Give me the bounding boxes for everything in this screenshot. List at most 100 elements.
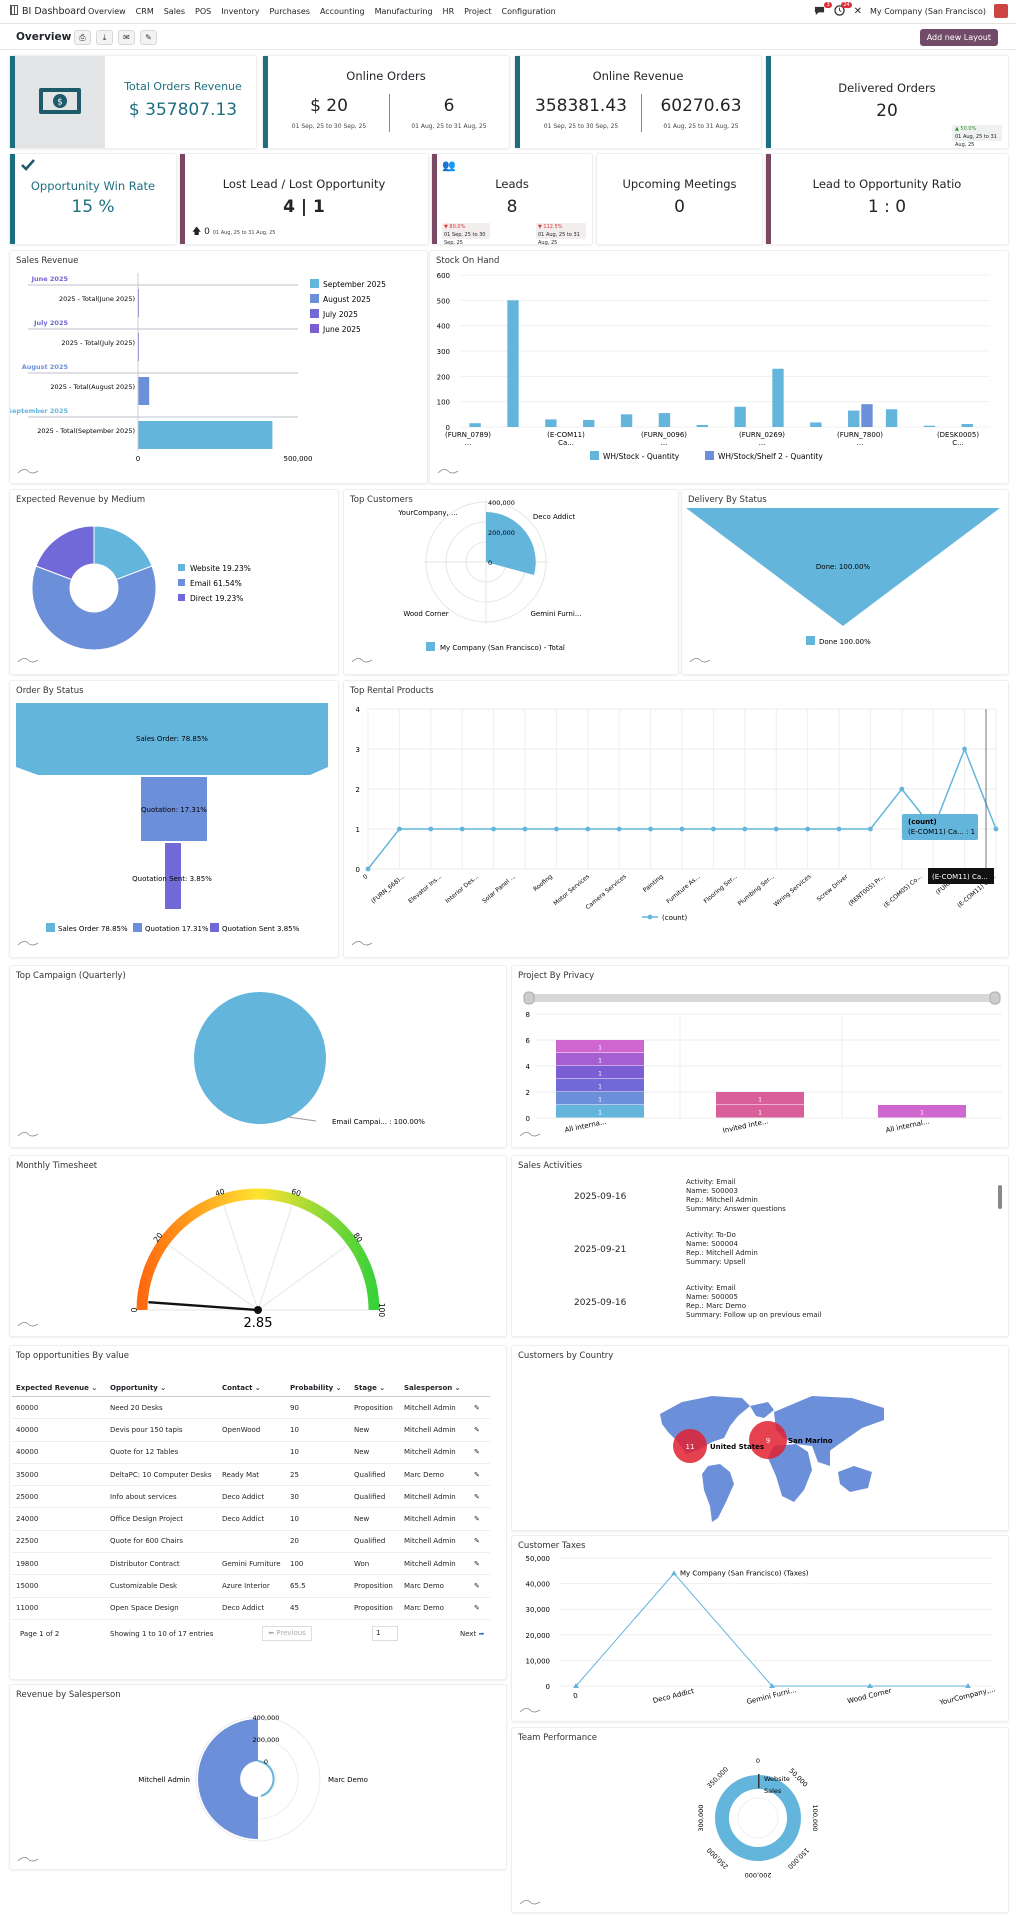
table-row[interactable]: 40000 Devis pour 150 tapis OpenWood 10 New Mi… [12,1418,490,1442]
page-number-input[interactable]: 1 [372,1626,398,1641]
edit-icon[interactable]: ✎ [470,1396,490,1420]
radial-tick: 150,000 [786,1846,811,1871]
table-row[interactable]: 25000 Info about services Deco Addict 30 Qua… [12,1485,490,1509]
activity-item[interactable]: 2025-09-16 Activity: Email Name: S00005 Re… [574,1284,822,1319]
debug-tools-icon[interactable]: ✕ [853,5,863,17]
gauge-needle [148,1300,259,1312]
edit-button[interactable]: ✎ [140,30,157,45]
users-icon: 👥 [442,159,456,172]
col-contact[interactable]: Contact ⌄ [218,1380,286,1397]
edit-icon[interactable]: ✎ [470,1507,490,1531]
data-point [616,826,622,832]
add-layout-button[interactable]: Add new Layout [919,29,998,46]
pie-slice [194,992,326,1124]
table-row[interactable]: 19800 Distributor Contract Gemini Furnitur… [12,1552,490,1576]
table-row[interactable]: 11000 Open Space Design Deco Addict 45 Propo… [12,1597,490,1620]
kpi-online-orders[interactable]: Online Orders $ 20 01 Sep, 25 to 30 Sep,… [263,56,509,148]
menu-sales[interactable]: Sales [163,7,186,16]
kpi-total-orders-revenue[interactable]: $ Total Orders Revenue $ 357807.13 [10,56,256,148]
print-button[interactable]: ⎙ [74,30,91,45]
edit-icon[interactable]: ✎ [470,1597,490,1620]
app-brand[interactable]: BI Dashboard [10,5,86,17]
taxes-line-chart: 50,000 40,000 30,000 20,000 10,000 0 My Compan… [519,1555,996,1713]
kpi-online-revenue[interactable]: Online Revenue 358381.43 01 Sep, 25 to 3… [515,56,761,148]
leads-trend-badge-2: ▼ 112.5% 01 Aug, 25 to 31 Aug, 25 [536,223,586,246]
category-sublabel: C... [952,439,964,447]
col-salesperson[interactable]: Salesperson ⌄ [400,1380,470,1397]
table-cell: Mitchell Admin [400,1552,470,1576]
menu-inventory[interactable]: Inventory [221,7,260,16]
tick-label: 2 [526,1089,530,1097]
menu-configuration[interactable]: Configuration [501,7,556,16]
category-label: Solar Panel ... [481,873,517,905]
previous-page-button[interactable]: ⬅ Previous [262,1626,312,1641]
next-page-button[interactable]: Next ➡ [460,1630,485,1638]
bar [658,413,671,427]
table-row[interactable]: 24000 Office Design Project Deco Addict 10 N… [12,1507,490,1531]
menu-purchases[interactable]: Purchases [269,7,310,16]
menu-hr[interactable]: HR [442,7,455,16]
expected-revenue-medium-card: Expected Revenue by Medium Website 19.23… [10,490,338,674]
table-row[interactable]: 40000 Quote for 12 Tables 10 New Mitchell Ad… [12,1441,490,1464]
col-probability[interactable]: Probability ⌄ [286,1380,350,1397]
edit-icon[interactable]: ✎ [470,1530,490,1554]
edit-icon[interactable]: ✎ [470,1441,490,1464]
edit-icon[interactable]: ✎ [470,1418,490,1442]
kpi-lost-lead[interactable]: Lost Lead / Lost Opportunity 4 | 1 🡅 0 0… [180,154,428,244]
menu-accounting[interactable]: Accounting [319,7,365,16]
edit-icon[interactable]: ✎ [470,1552,490,1576]
menu-crm[interactable]: CRM [135,7,154,16]
bar-segment [716,1092,804,1105]
edit-icon[interactable]: ✎ [470,1485,490,1509]
data-point [867,1683,873,1688]
bar-segment [556,1092,644,1105]
category-label: 2025 - Total(July 2025) [61,339,135,347]
chat-icon[interactable]: 3 [814,2,832,17]
kpi-delivered-orders[interactable]: Delivered Orders 20 ▲ 50.0% 01 Aug, 25 to… [766,56,1008,148]
tick-label: 6 [526,1037,531,1045]
gauge-arc [136,1188,380,1311]
group-label: August 2025 [22,363,69,371]
table-cell: 30 [286,1485,350,1509]
col-stage[interactable]: Stage ⌄ [350,1380,400,1397]
table-row[interactable]: 60000 Need 20 Desks 90 Proposition Mitchell … [12,1396,490,1420]
kpi-upcoming-meetings[interactable]: Upcoming Meetings 0 [597,154,762,244]
table-cell: 45 [286,1597,350,1620]
activities-list[interactable]: 2025-09-16 Activity: Email Name: S00003 Re… [512,1174,996,1334]
company-switcher[interactable]: My Company (San Francisco) [870,6,986,16]
kpi-lead-opportunity-ratio[interactable]: Lead to Opportunity Ratio 1 : 0 [766,154,1008,244]
menu-overview[interactable]: Overview [88,7,126,16]
table-row[interactable]: 22500 Quote for 600 Chairs 20 Qualified Mitc… [12,1530,490,1554]
tick-label: 200,000 [253,1736,280,1744]
tooltip-title: (count) [908,818,937,826]
activity-item[interactable]: 2025-09-21 Activity: To-Do Name: S00004 Re… [574,1231,758,1266]
bar [734,406,746,427]
table-cell: Won [350,1552,400,1576]
kpi-opportunity-win-rate[interactable]: Opportunity Win Rate 15 % [10,154,176,244]
col-opportunity[interactable]: Opportunity ⌄ [106,1380,218,1397]
bar [961,423,973,427]
menu-pos[interactable]: POS [195,7,212,16]
col-expected-revenue[interactable]: Expected Revenue ⌄ [12,1380,106,1397]
user-avatar[interactable] [994,4,1008,18]
download-button[interactable]: ⤓ [96,30,113,45]
edit-icon[interactable]: ✎ [470,1463,490,1487]
gauge-grid [168,1244,259,1311]
menu-project[interactable]: Project [464,7,492,16]
table-row[interactable]: 15000 Customizable Desk Azure Interior 65.5… [12,1574,490,1598]
segment-label: 1 [758,1097,762,1104]
table-cell: DeltaPC: 10 Computer Desks [106,1463,218,1487]
email-button[interactable]: ✉ [118,30,135,45]
table-row[interactable]: 35000 DeltaPC: 10 Computer Desks Ready Mat… [12,1463,490,1487]
activity-item[interactable]: 2025-09-16 Activity: Email Name: S00003 Re… [574,1178,786,1213]
group-label: September 2025 [10,407,68,415]
world-map[interactable]: 11 United States 9 San Marino [512,1346,1008,1530]
menu-manufacturing[interactable]: Manufacturing [374,7,433,16]
activity-clock-icon[interactable]: 24 [833,2,852,17]
activities-scrollbar[interactable] [998,1175,1004,1325]
kpi-leads[interactable]: 👥 Leads 8 ▼ 80.0% 01 Sep, 25 to 30 Sep, 2… [432,154,592,246]
apps-grid-icon[interactable] [10,5,18,15]
legend-label: (count) [662,914,687,922]
radial-grid [737,1797,779,1839]
edit-icon[interactable]: ✎ [470,1574,490,1598]
